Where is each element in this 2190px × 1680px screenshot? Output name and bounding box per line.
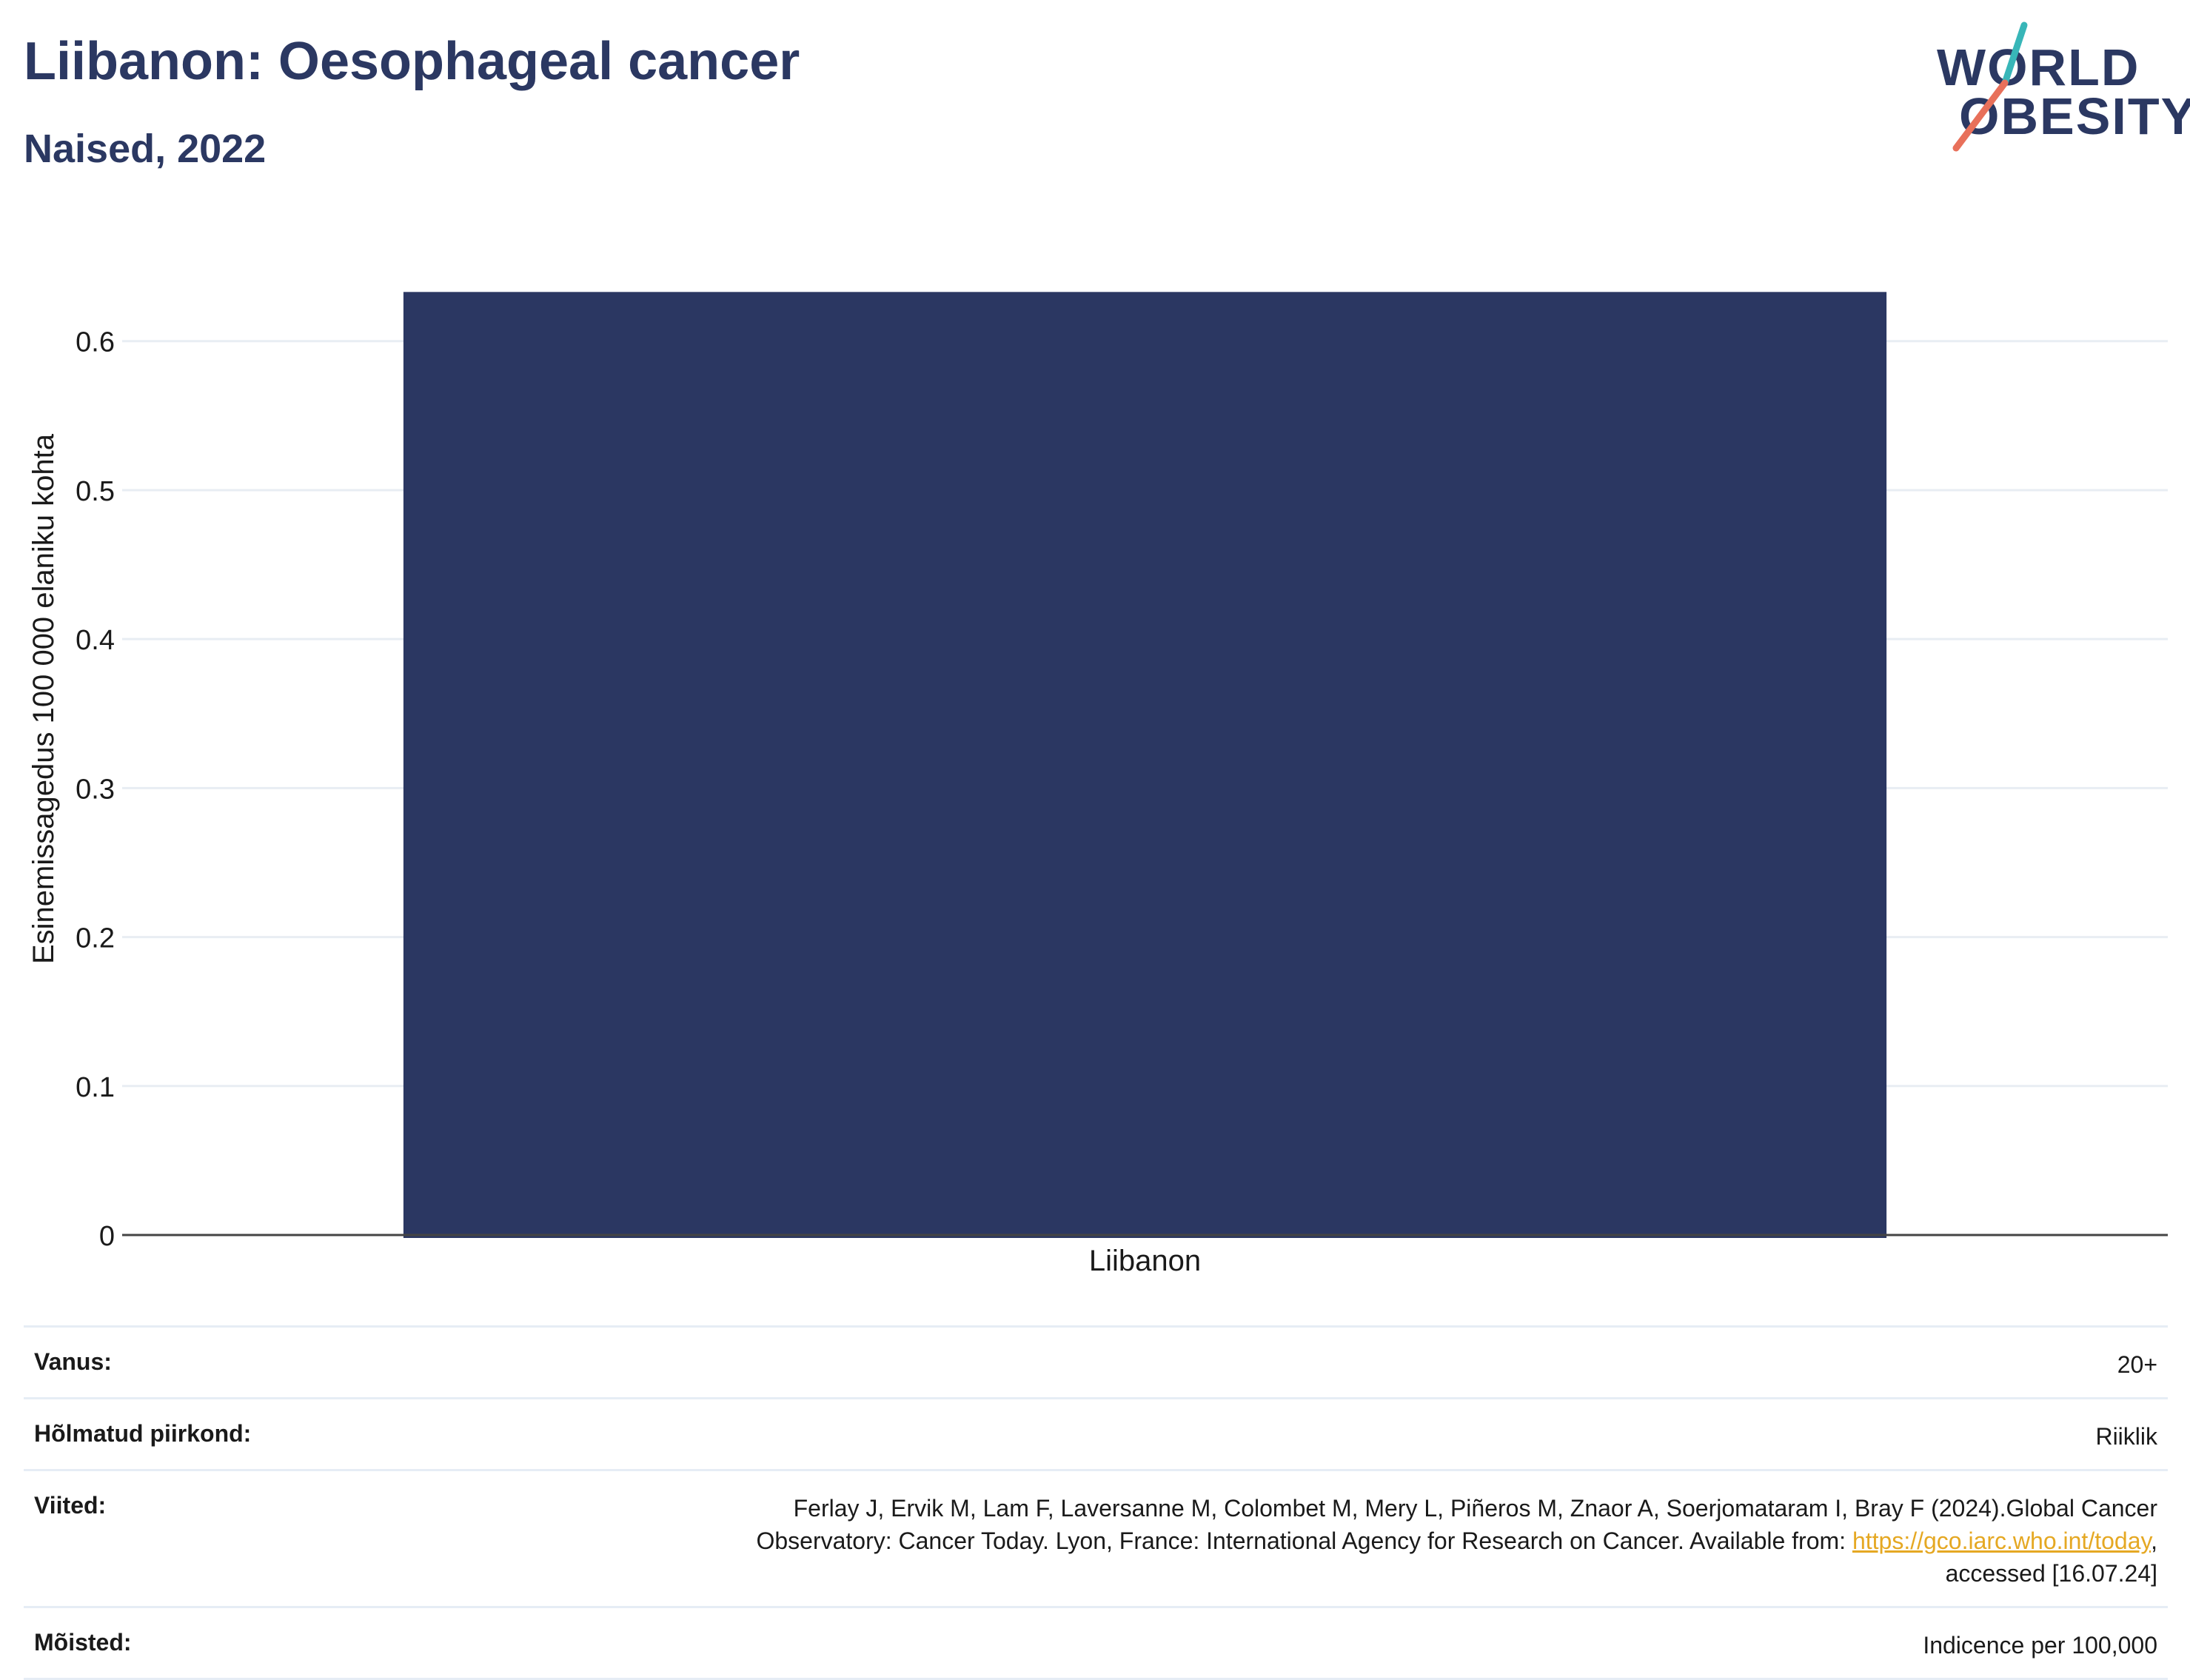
chart-subtitle: Naised, 2022 (24, 127, 267, 171)
coverage-value: Riiklik (2095, 1423, 2157, 1450)
y-tick-label: 0.3 (76, 774, 115, 805)
y-tick-label: 0 (99, 1221, 115, 1252)
info-row-definitions: Mõisted: Indicence per 100,000 (24, 1606, 2168, 1680)
y-tick-label: 0.4 (76, 625, 115, 656)
info-row-age: Vanus: 20+ (24, 1325, 2168, 1397)
references-label: Viited: (34, 1492, 107, 1519)
age-value: 20+ (2117, 1351, 2157, 1378)
reference-text-line3: accessed [16.07.24] (1945, 1560, 2157, 1587)
info-row-references: Viited: Ferlay J, Ervik M, Lam F, Lavers… (24, 1469, 2168, 1606)
bar-liibanon[interactable] (403, 292, 1887, 1238)
definitions-label: Mõisted: (34, 1629, 132, 1656)
reference-text-line2: Observatory: Cancer Today. Lyon, France:… (756, 1527, 1852, 1554)
definitions-value: Indicence per 100,000 (1923, 1632, 2157, 1659)
references-value: Ferlay J, Ervik M, Lam F, Laversanne M, … (756, 1492, 2157, 1590)
chart-info-table: Vanus: 20+ Hõlmatud piirkond: Riiklik Vi… (24, 1325, 2168, 1680)
y-tick-label: 0.6 (76, 327, 115, 358)
info-row-coverage: Hõlmatud piirkond: Riiklik (24, 1397, 2168, 1469)
coverage-label: Hõlmatud piirkond: (34, 1420, 252, 1447)
reference-text-line1: Ferlay J, Ervik M, Lam F, Laversanne M, … (793, 1495, 2157, 1522)
logo-line-world: WORLD (1937, 39, 2140, 96)
reference-text-comma: , (2151, 1527, 2157, 1554)
bar-chart: 0 0.1 0.2 0.3 0.4 0.5 0.6 Liibanon Esinemissage… (27, 292, 2168, 1277)
axes: 0 0.1 0.2 0.3 0.4 0.5 0.6 Liibanon (76, 327, 2168, 1277)
logo-line-obesity: OBESITY (1959, 87, 2190, 145)
bars (403, 292, 1887, 1238)
y-tick-label: 0.2 (76, 923, 115, 954)
world-obesity-logo: WORLD OBESITY (1925, 21, 2190, 158)
reference-link[interactable]: https://gco.iarc.who.int/today (1852, 1527, 2152, 1554)
y-axis-label: Esinemissagedus 100 000 elaniku kohta (27, 433, 60, 964)
age-label: Vanus: (34, 1348, 112, 1375)
y-tick-label: 0.5 (76, 476, 115, 507)
y-tick-label: 0.1 (76, 1072, 115, 1103)
x-tick-label: Liibanon (1089, 1245, 1201, 1277)
chart-title: Liibanon: Oesophageal cancer (24, 32, 800, 91)
logo-slash-icon (1952, 21, 2028, 152)
